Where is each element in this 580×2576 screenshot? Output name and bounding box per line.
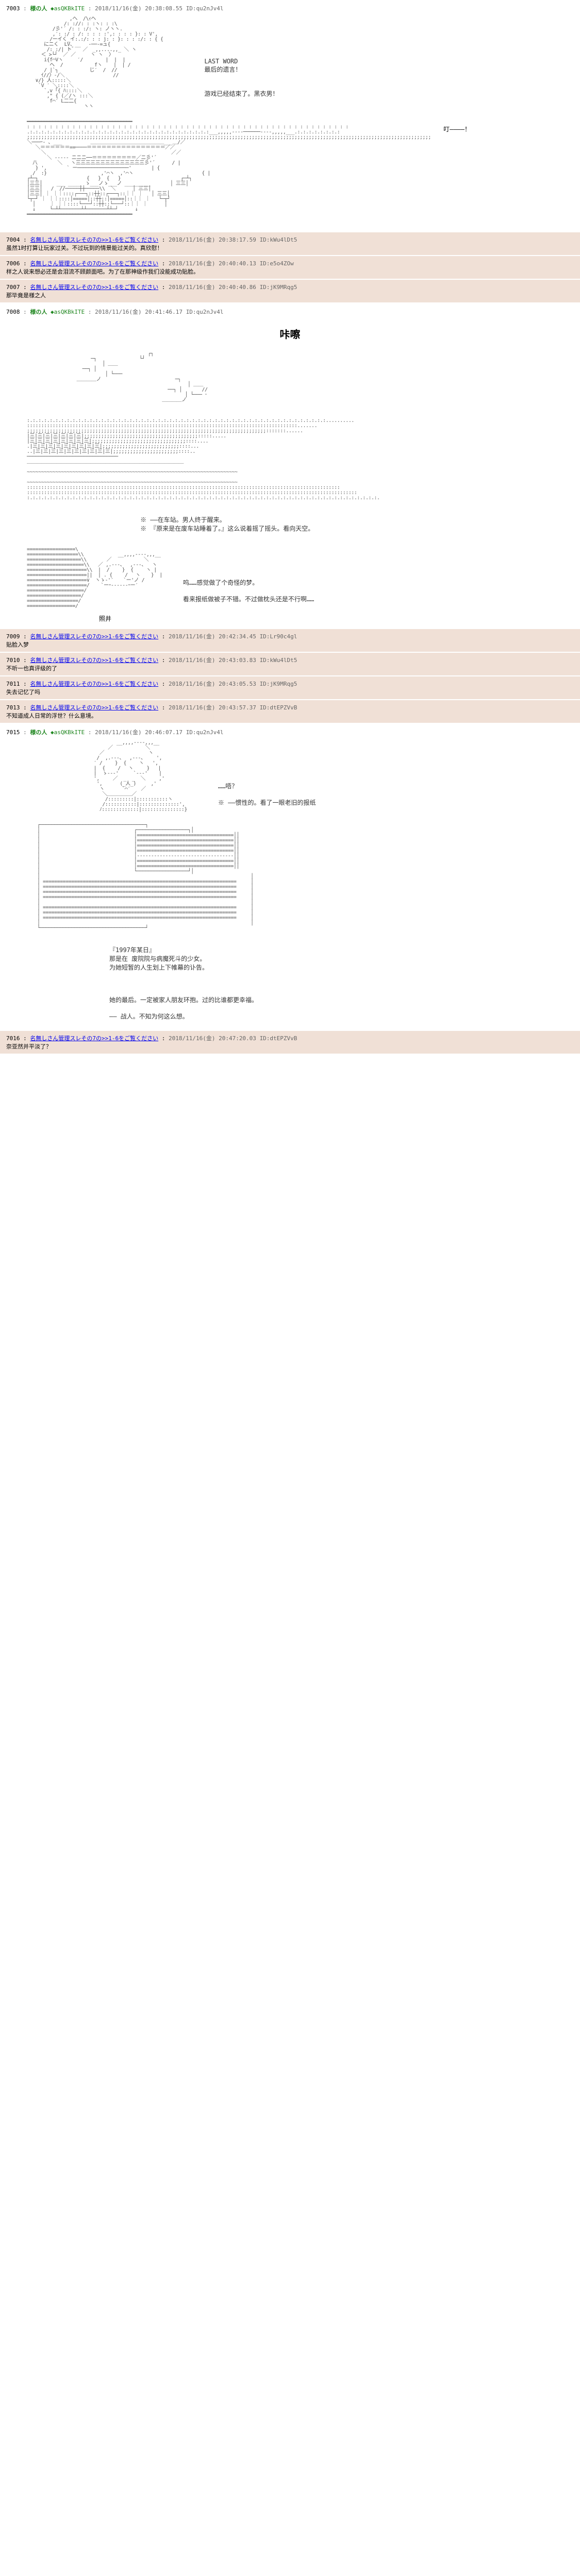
narration-line: 她的最后。一定被家人朋友环抱。过的比谁都更幸福。 [109, 995, 574, 1004]
post-number: 7007 [6, 284, 20, 291]
post-name: 様の人 [30, 5, 47, 12]
post: 7015 : 様の人 ◆asQKBkITE : 2018/11/16(金) 20… [0, 724, 580, 1029]
reply-post: 7013 : 名無しさん管理スレその7の>>1-6をご覧ください : 2018/… [0, 700, 580, 723]
post-date: 2018/11/16(金) 20:38:08.55 [95, 5, 183, 12]
post-number: 7008 [6, 309, 20, 315]
post-body: 不知道成人日常的浮世？什么意境。 [6, 711, 574, 720]
narration-line: 看来报纸做被子不错。不过做枕头还是不行啊…… [183, 595, 314, 603]
post-number: 7003 [6, 5, 20, 12]
post-body: 失去记忆了吗 [6, 688, 574, 696]
reply-post: 7009 : 名無しさん管理スレその7の>>1-6をご覧ください : 2018/… [0, 629, 580, 652]
post-date: 2018/11/16(金) 20:43:05.53 [169, 681, 256, 687]
post-date: 2018/11/16(金) 20:42:34.45 [169, 633, 256, 640]
ascii-art: ┌┐ ─┐ └┘ │ ＿＿ ──┐ │ │ └─── ＿＿＿＿ノ ─┐ │ ＿＿… [6, 351, 574, 403]
narration-line: 呜……感觉做了个奇怪的梦。 [183, 578, 314, 587]
post-id: ID:kWu4lDt5 [260, 657, 297, 664]
reply-post: 7004 : 名無しさん管理スレその7の>>1-6をご覧ください : 2018/… [0, 232, 580, 255]
post-body: 奈亚然并平淡了？ [6, 1042, 574, 1050]
thread-link[interactable]: 名無しさん管理スレその7の>>1-6をご覧ください [30, 236, 158, 243]
post-number: 7015 [6, 729, 20, 736]
post-id: ID:dtEPZVvB [260, 1035, 297, 1042]
post-id: ID:Lr90c4gl [260, 633, 297, 640]
narration-line: 那是在 废院院与病魔死斗的少女。 [109, 954, 574, 963]
post-id: ID:qu2nJv4l [186, 729, 224, 736]
caption: 照井 [6, 614, 574, 623]
post-number: 7013 [6, 704, 20, 711]
reply-post: 7016 : 名無しさん管理スレその7の>>1-6をご覧ください : 2018/… [0, 1031, 580, 1054]
thread-link[interactable]: 名無しさん管理スレその7の>>1-6をご覧ください [30, 657, 158, 664]
post-trip: ◆asQKBkITE [51, 729, 85, 736]
post-body: 那毕竟是様之人 [6, 291, 574, 299]
narration-line: 为她短暂的人生划上下帷幕的讣告。 [109, 963, 574, 972]
post-date: 2018/11/16(金) 20:40:40.13 [169, 260, 256, 267]
post-id: ID:e5o4ZOw [260, 260, 294, 267]
post-date: 2018/11/16(金) 20:43:03.83 [169, 657, 256, 664]
thread-link[interactable]: 名無しさん管理スレその7の>>1-6をご覧ください [30, 704, 158, 711]
post-date: 2018/11/16(金) 20:41:46.17 [95, 309, 183, 315]
post-number: 7009 [6, 633, 20, 640]
narration-line: ※ 『原来是在废车站睡着了。』这么说着摇了摇头。看向天空。 [140, 524, 574, 533]
narration-line: 『1997年某日』 [109, 945, 574, 954]
post-date: 2018/11/16(金) 20:46:07.17 [95, 729, 183, 736]
post-date: 2018/11/16(金) 20:40:40.86 [169, 284, 256, 291]
post-body: 虽然1时打算让玩家过关。不过玩到的情景能过关的。真欣慰！ [6, 244, 574, 252]
post-id: ID:qu2nJv4l [186, 309, 224, 315]
post-trip: ◆asQKBkITE [51, 5, 85, 12]
reply-post: 7011 : 名無しさん管理スレその7の>>1-6をご覧ください : 2018/… [0, 676, 580, 699]
ascii-art: :.:.:.:.:.:.:.:.:.:.:.:.:.:.:.:.:.:.:.:.… [6, 418, 574, 501]
post-date: 2018/11/16(金) 20:47:20.03 [169, 1035, 256, 1042]
post-body: 贴脸入梦 [6, 640, 574, 649]
post-name: 様の人 [30, 729, 47, 736]
reply-post: 7007 : 名無しさん管理スレその7の>>1-6をご覧ください : 2018/… [0, 280, 580, 302]
thread-link[interactable]: 名無しさん管理スレその7の>>1-6をご覧ください [30, 633, 158, 640]
thread-link[interactable]: 名無しさん管理スレその7の>>1-6をご覧ください [30, 284, 158, 291]
post-id: ID:jK9MRqg5 [260, 681, 297, 687]
reply-post: 7010 : 名無しさん管理スレその7の>>1-6をご覧ください : 2018/… [0, 653, 580, 675]
narration-line: ……唔？ [218, 782, 316, 790]
post-number: 7010 [6, 657, 20, 664]
post-header: 7008 : 様の人 ◆asQKBkITE : 2018/11/16(金) 20… [6, 308, 574, 316]
post-number: 7006 [6, 260, 20, 267]
post-name: 様の人 [30, 309, 47, 315]
ascii-art: ,へ /\ｨヘ /: ://: : :ヽ: : :\ /彡'´ /: : :/:… [27, 16, 163, 109]
post-trip: ◆asQKBkITE [51, 309, 85, 315]
post: 7003 : 様の人 ◆asQKBkITE : 2018/11/16(金) 20… [0, 0, 580, 230]
thread-link[interactable]: 名無しさん管理スレその7の>>1-6をご覧ください [30, 681, 158, 687]
post-id: ID:qu2nJv4l [186, 5, 224, 12]
post-number: 7016 [6, 1035, 20, 1042]
ascii-art: ┌─────────────────────────────────────┐ … [6, 823, 574, 931]
post-date: 2018/11/16(金) 20:43:57.37 [169, 704, 256, 711]
post-id: ID:kWu4lDt5 [260, 236, 297, 243]
narration-line: 最后的遗言！ [204, 65, 278, 74]
post-number: 7004 [6, 236, 20, 243]
narration-line: 游戏已经结束了。黑衣男！ [204, 89, 278, 98]
thread-link[interactable]: 名無しさん管理スレその7の>>1-6をご覧ください [30, 1035, 158, 1042]
post-id: ID:jK9MRqg5 [260, 284, 297, 291]
sfx-title: 咔嚓 [6, 326, 574, 341]
thread-link[interactable]: 名無しさん管理スレその7の>>1-6をご覧ください [30, 260, 158, 267]
reply-post: 7006 : 名無しさん管理スレその7の>>1-6をご覧ください : 2018/… [0, 256, 580, 279]
post-header: 7003 : 様の人 ◆asQKBkITE : 2018/11/16(金) 20… [6, 4, 574, 12]
post-number: 7011 [6, 681, 20, 687]
post-body: 样之人说来想必还是会泪流不顾颜面吧。为了在那神级作我们没能成功贴脸。 [6, 267, 574, 276]
post-header: 7015 : 様の人 ◆asQKBkITE : 2018/11/16(金) 20… [6, 728, 574, 736]
ascii-art: __,,,,----,,,__ ／ ＼ ／ ヽ / ,.---、 ,---、 '… [68, 740, 187, 812]
narration-line: LAST WORD [204, 58, 278, 65]
post: 7008 : 様の人 ◆asQKBkITE : 2018/11/16(金) 20… [0, 303, 580, 627]
ascii-art: =================\ ==================\\ … [27, 547, 162, 609]
post-date: 2018/11/16(金) 20:38:17.59 [169, 236, 256, 243]
narration-line: ※ ——在车站。男人终于醒来。 [140, 515, 574, 524]
narration-line: ※ ——惯性的。看了一眼老旧的报纸 [218, 798, 316, 807]
narration-line: ―― 战人。不知为何这么想。 [109, 1012, 574, 1021]
post-body: 不听一也真评级的了 [6, 664, 574, 672]
post-id: ID:dtEPZVvB [260, 704, 297, 711]
